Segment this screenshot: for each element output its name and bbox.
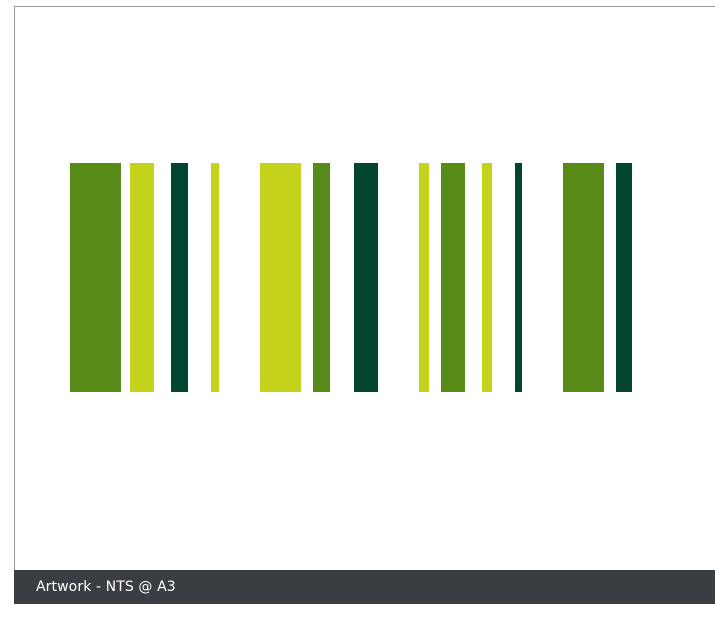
- stripe-7: [354, 163, 378, 392]
- stripe-3: [171, 163, 188, 392]
- stripe-10: [482, 163, 492, 392]
- stripe-12: [563, 163, 604, 392]
- footer-bar: Artwork - NTS @ A3: [14, 570, 715, 604]
- stripe-11: [515, 163, 522, 392]
- stripe-6: [313, 163, 330, 392]
- stripe-2: [130, 163, 154, 392]
- stripe-pattern: [15, 7, 715, 605]
- artwork-canvas: [14, 6, 715, 604]
- stripe-8: [419, 163, 429, 392]
- stripe-4: [211, 163, 219, 392]
- footer-label: Artwork - NTS @ A3: [36, 579, 176, 595]
- stripe-5: [260, 163, 301, 392]
- stripe-13: [616, 163, 632, 392]
- stripe-9: [441, 163, 465, 392]
- stripe-1: [70, 163, 121, 392]
